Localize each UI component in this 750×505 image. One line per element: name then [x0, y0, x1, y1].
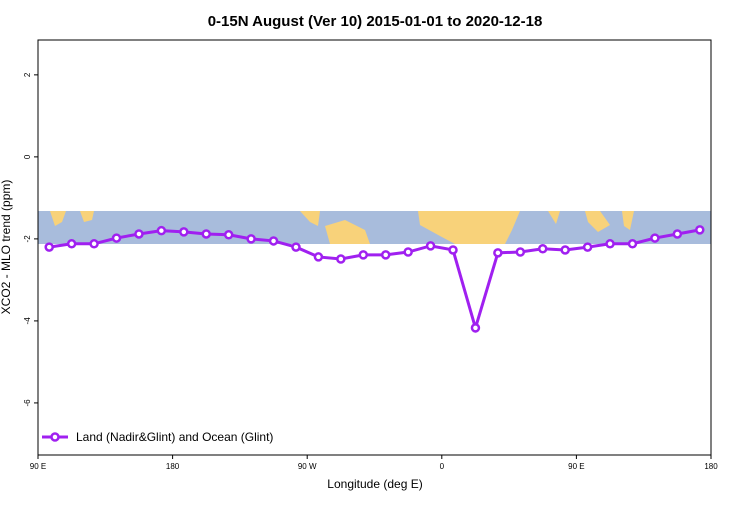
- point: [448, 245, 458, 255]
- point: [380, 250, 391, 260]
- point: [179, 227, 189, 237]
- point: [470, 323, 481, 333]
- land: [80, 211, 94, 222]
- point: [313, 252, 324, 262]
- point: [515, 247, 526, 257]
- point: [134, 229, 144, 239]
- legend-label: Land (Nadir&Glint) and Ocean (Glint): [76, 430, 273, 444]
- chart-title: 0-15N August (Ver 10) 2015-01-01 to 2020…: [208, 13, 543, 30]
- land: [548, 211, 560, 224]
- y-tick-label: 2: [23, 72, 32, 77]
- point: [291, 242, 301, 252]
- point: [627, 239, 638, 249]
- point: [605, 239, 615, 249]
- y-tick-label: 0: [23, 154, 32, 159]
- point: [695, 225, 705, 235]
- point: [425, 241, 436, 251]
- x-tick-label: 180: [166, 462, 180, 471]
- x-tick-label: 90 W: [298, 462, 317, 471]
- x-tick-label: 180: [704, 462, 718, 471]
- x-tick-label: 90 E: [568, 462, 584, 471]
- point: [358, 250, 369, 260]
- point: [493, 248, 503, 258]
- point: [66, 239, 77, 249]
- point: [268, 236, 279, 246]
- plot-frame: [37, 39, 712, 456]
- y-tick-label: -6: [23, 399, 32, 407]
- land: [300, 211, 320, 226]
- y-tick-label: -2: [23, 235, 32, 243]
- land: [325, 220, 370, 244]
- ocean: [38, 211, 711, 244]
- point: [650, 233, 660, 243]
- point: [582, 242, 593, 252]
- point: [201, 229, 211, 239]
- point: [336, 254, 346, 264]
- point: [403, 247, 413, 257]
- x-tick-label: 0: [440, 462, 445, 471]
- land: [50, 211, 66, 226]
- series-line: [48, 228, 701, 334]
- point: [223, 230, 234, 240]
- point: [538, 243, 548, 254]
- point: [246, 234, 256, 244]
- x-axis-label: Longitude (deg E): [327, 477, 422, 491]
- point: [560, 245, 570, 255]
- land: [418, 211, 520, 244]
- map-band: [38, 211, 711, 244]
- land: [622, 211, 634, 230]
- land: [585, 211, 610, 232]
- y-axis-label: XCO2 - MLO trend (ppm): [0, 180, 13, 315]
- point: [111, 233, 122, 243]
- x-tick-label: 90 E: [30, 462, 46, 471]
- legend-marker: [50, 432, 60, 442]
- point: [672, 229, 683, 239]
- point: [89, 239, 99, 249]
- point: [44, 242, 54, 252]
- point: [156, 225, 167, 236]
- y-tick-label: -4: [23, 317, 32, 325]
